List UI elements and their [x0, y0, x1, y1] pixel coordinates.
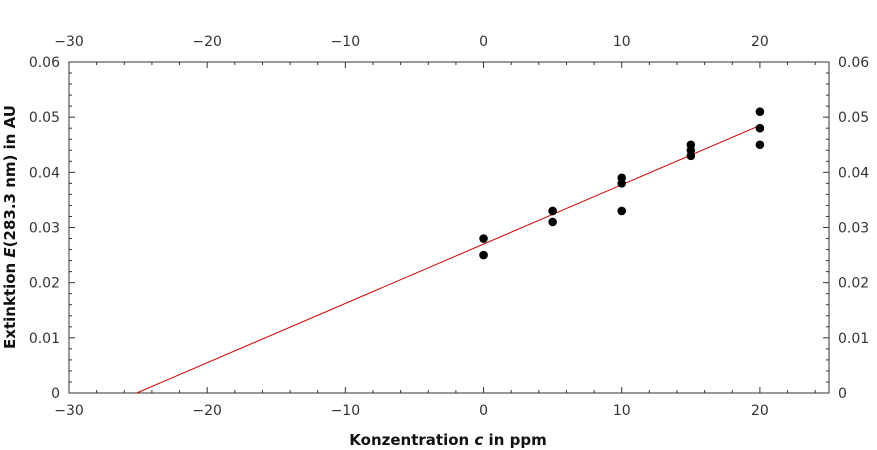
plot-border	[68, 61, 830, 394]
y-tick-label-right: 0.06	[838, 55, 869, 71]
x-tick-label-bottom: 20	[751, 403, 769, 419]
x-tick-label-top: −30	[54, 34, 84, 50]
x-axis-label: Konzentration c in ppm	[349, 431, 546, 449]
y-tick-label-left: 0.02	[29, 276, 60, 292]
data-point	[755, 123, 765, 133]
data-points	[479, 107, 765, 260]
x-tick-label-top: −20	[192, 34, 222, 50]
y-tick-label-left: 0.03	[29, 221, 60, 237]
y-tick-label-right: 0.03	[838, 221, 869, 237]
fit-line	[136, 124, 761, 394]
y-tick-label-right: 0	[838, 386, 847, 402]
x-tick-label-bottom: 0	[479, 403, 488, 419]
tick-labels: −30 −30 −20 −20 −10 −10 0 0 10 10 20 20 0 0 0.01 0.01 0.…	[29, 34, 869, 419]
ticks	[68, 61, 829, 394]
data-point	[548, 217, 557, 227]
y-tick-label-right: 0.01	[838, 331, 869, 347]
x-tick-label-bottom: −30	[54, 403, 84, 419]
y-tick-label-left: 0.04	[29, 165, 60, 181]
y-tick-label-right: 0.02	[838, 276, 869, 292]
plot-frame	[68, 61, 830, 394]
x-tick-label-top: 20	[751, 34, 769, 50]
x-tick-label-top: −10	[331, 34, 361, 50]
x-tick-label-top: 10	[613, 34, 631, 50]
y-tick-label-left: 0.05	[29, 110, 60, 126]
x-tick-label-bottom: −20	[192, 403, 222, 419]
data-point	[479, 250, 488, 260]
data-point	[686, 151, 696, 161]
y-tick-label-right: 0.05	[838, 110, 869, 126]
fit-line-group	[136, 124, 761, 394]
x-tick-label-top: 0	[479, 34, 488, 50]
y-axis-label: Extinktion E(283.3 nm) in AU	[1, 105, 19, 349]
x-tick-label-bottom: −10	[331, 403, 361, 419]
y-tick-label-right: 0.04	[838, 165, 869, 181]
y-tick-label-left: 0	[51, 386, 60, 402]
data-point	[617, 179, 627, 188]
y-tick-label-left: 0.06	[29, 55, 60, 71]
x-tick-label-bottom: 10	[613, 403, 631, 419]
data-point	[617, 206, 627, 216]
data-point	[479, 234, 488, 243]
data-point	[755, 140, 765, 150]
data-point	[755, 107, 765, 116]
y-tick-label-left: 0.01	[29, 331, 60, 347]
data-point	[548, 206, 557, 216]
